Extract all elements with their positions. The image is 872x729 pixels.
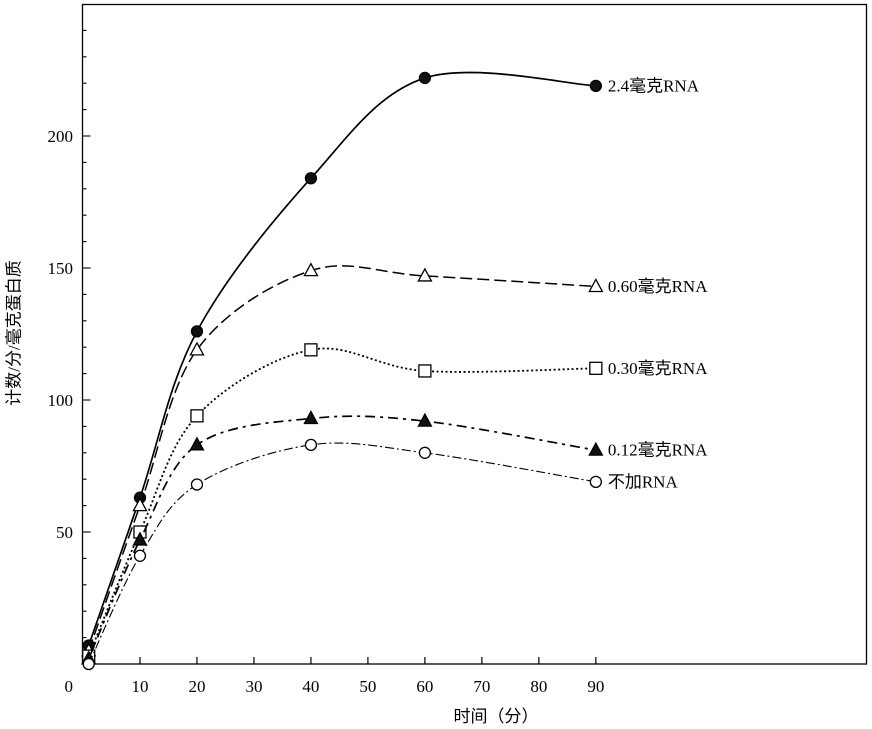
y-axis-label: 计数/分/毫克蛋白质 [5, 260, 24, 405]
series-3-point-5 [418, 364, 432, 378]
y-tick-label: 200 [48, 127, 74, 146]
series-2: 0.60毫克RNA [81, 262, 708, 657]
series-1-point-6 [589, 79, 602, 92]
series-5-point-1 [82, 657, 95, 671]
series-5-point-4 [304, 438, 318, 452]
x-tick-label: 10 [131, 677, 148, 696]
series-2-point-4 [303, 262, 319, 277]
x-tick-label: 60 [416, 677, 433, 696]
x-tick-label: 70 [473, 677, 490, 696]
series-1-label: 2.4毫克RNA [608, 76, 700, 95]
series-5-point-3 [190, 478, 204, 491]
series-4-line [87, 415, 596, 660]
series-3-line [87, 347, 596, 657]
series-5-point-6 [589, 475, 602, 488]
x-tick-label: 40 [302, 677, 319, 696]
series-4-point-6 [588, 441, 604, 456]
x-axis-label: 时间（分） [454, 707, 539, 726]
plot-frame [81, 3, 868, 665]
series-1-point-4 [304, 172, 318, 185]
series-3-label: 0.30毫克RNA [608, 359, 708, 378]
series-3-point-3 [190, 409, 204, 423]
series-4: 0.12毫克RNA [81, 410, 708, 665]
series-5: 不加RNA [82, 438, 679, 671]
series-5-label: 不加RNA [608, 472, 679, 491]
series-1-point-5 [418, 71, 432, 85]
series-3-point-4 [304, 343, 318, 357]
series-2-point-3 [189, 341, 205, 356]
series-4-label: 0.12毫克RNA [608, 441, 708, 460]
series-5-point-2 [133, 549, 147, 562]
series-2-point-6 [588, 278, 604, 293]
series-5-point-5 [418, 446, 432, 459]
series-4-point-5 [417, 412, 433, 427]
series-4-point-4 [303, 410, 319, 425]
series-3: 0.30毫克RNA [82, 343, 708, 663]
x-tick-label: 30 [245, 677, 262, 696]
series-1-point-3 [190, 325, 204, 338]
series-3-point-6 [589, 361, 603, 375]
y-tick-label: 150 [48, 259, 74, 278]
series-4-point-2 [132, 531, 148, 546]
series-layer: 2.4毫克RNA 0.60毫克RNA 0.30毫克RNA 0.12毫克RNA 不加RNA [81, 71, 708, 671]
y-tick-label: 50 [56, 523, 73, 542]
series-2-line [87, 265, 596, 652]
x-tick-label: 20 [188, 677, 205, 696]
series-2-point-5 [417, 267, 433, 282]
series-5-line [88, 442, 596, 665]
x-tick-label: 90 [587, 677, 604, 696]
x-tick-label: 80 [530, 677, 547, 696]
y-tick-label: 100 [48, 391, 74, 410]
x-tick-label: 50 [359, 677, 376, 696]
axis-ticks: 0 10 20 30 40 50 60 70 80 90 50 100 150 200 [48, 29, 604, 696]
x-tick-label: 0 [65, 677, 74, 696]
series-1-line [87, 71, 596, 646]
series-2-label: 0.60毫克RNA [608, 277, 708, 296]
series-4-point-3 [189, 436, 205, 451]
series-2-point-2 [132, 497, 148, 512]
